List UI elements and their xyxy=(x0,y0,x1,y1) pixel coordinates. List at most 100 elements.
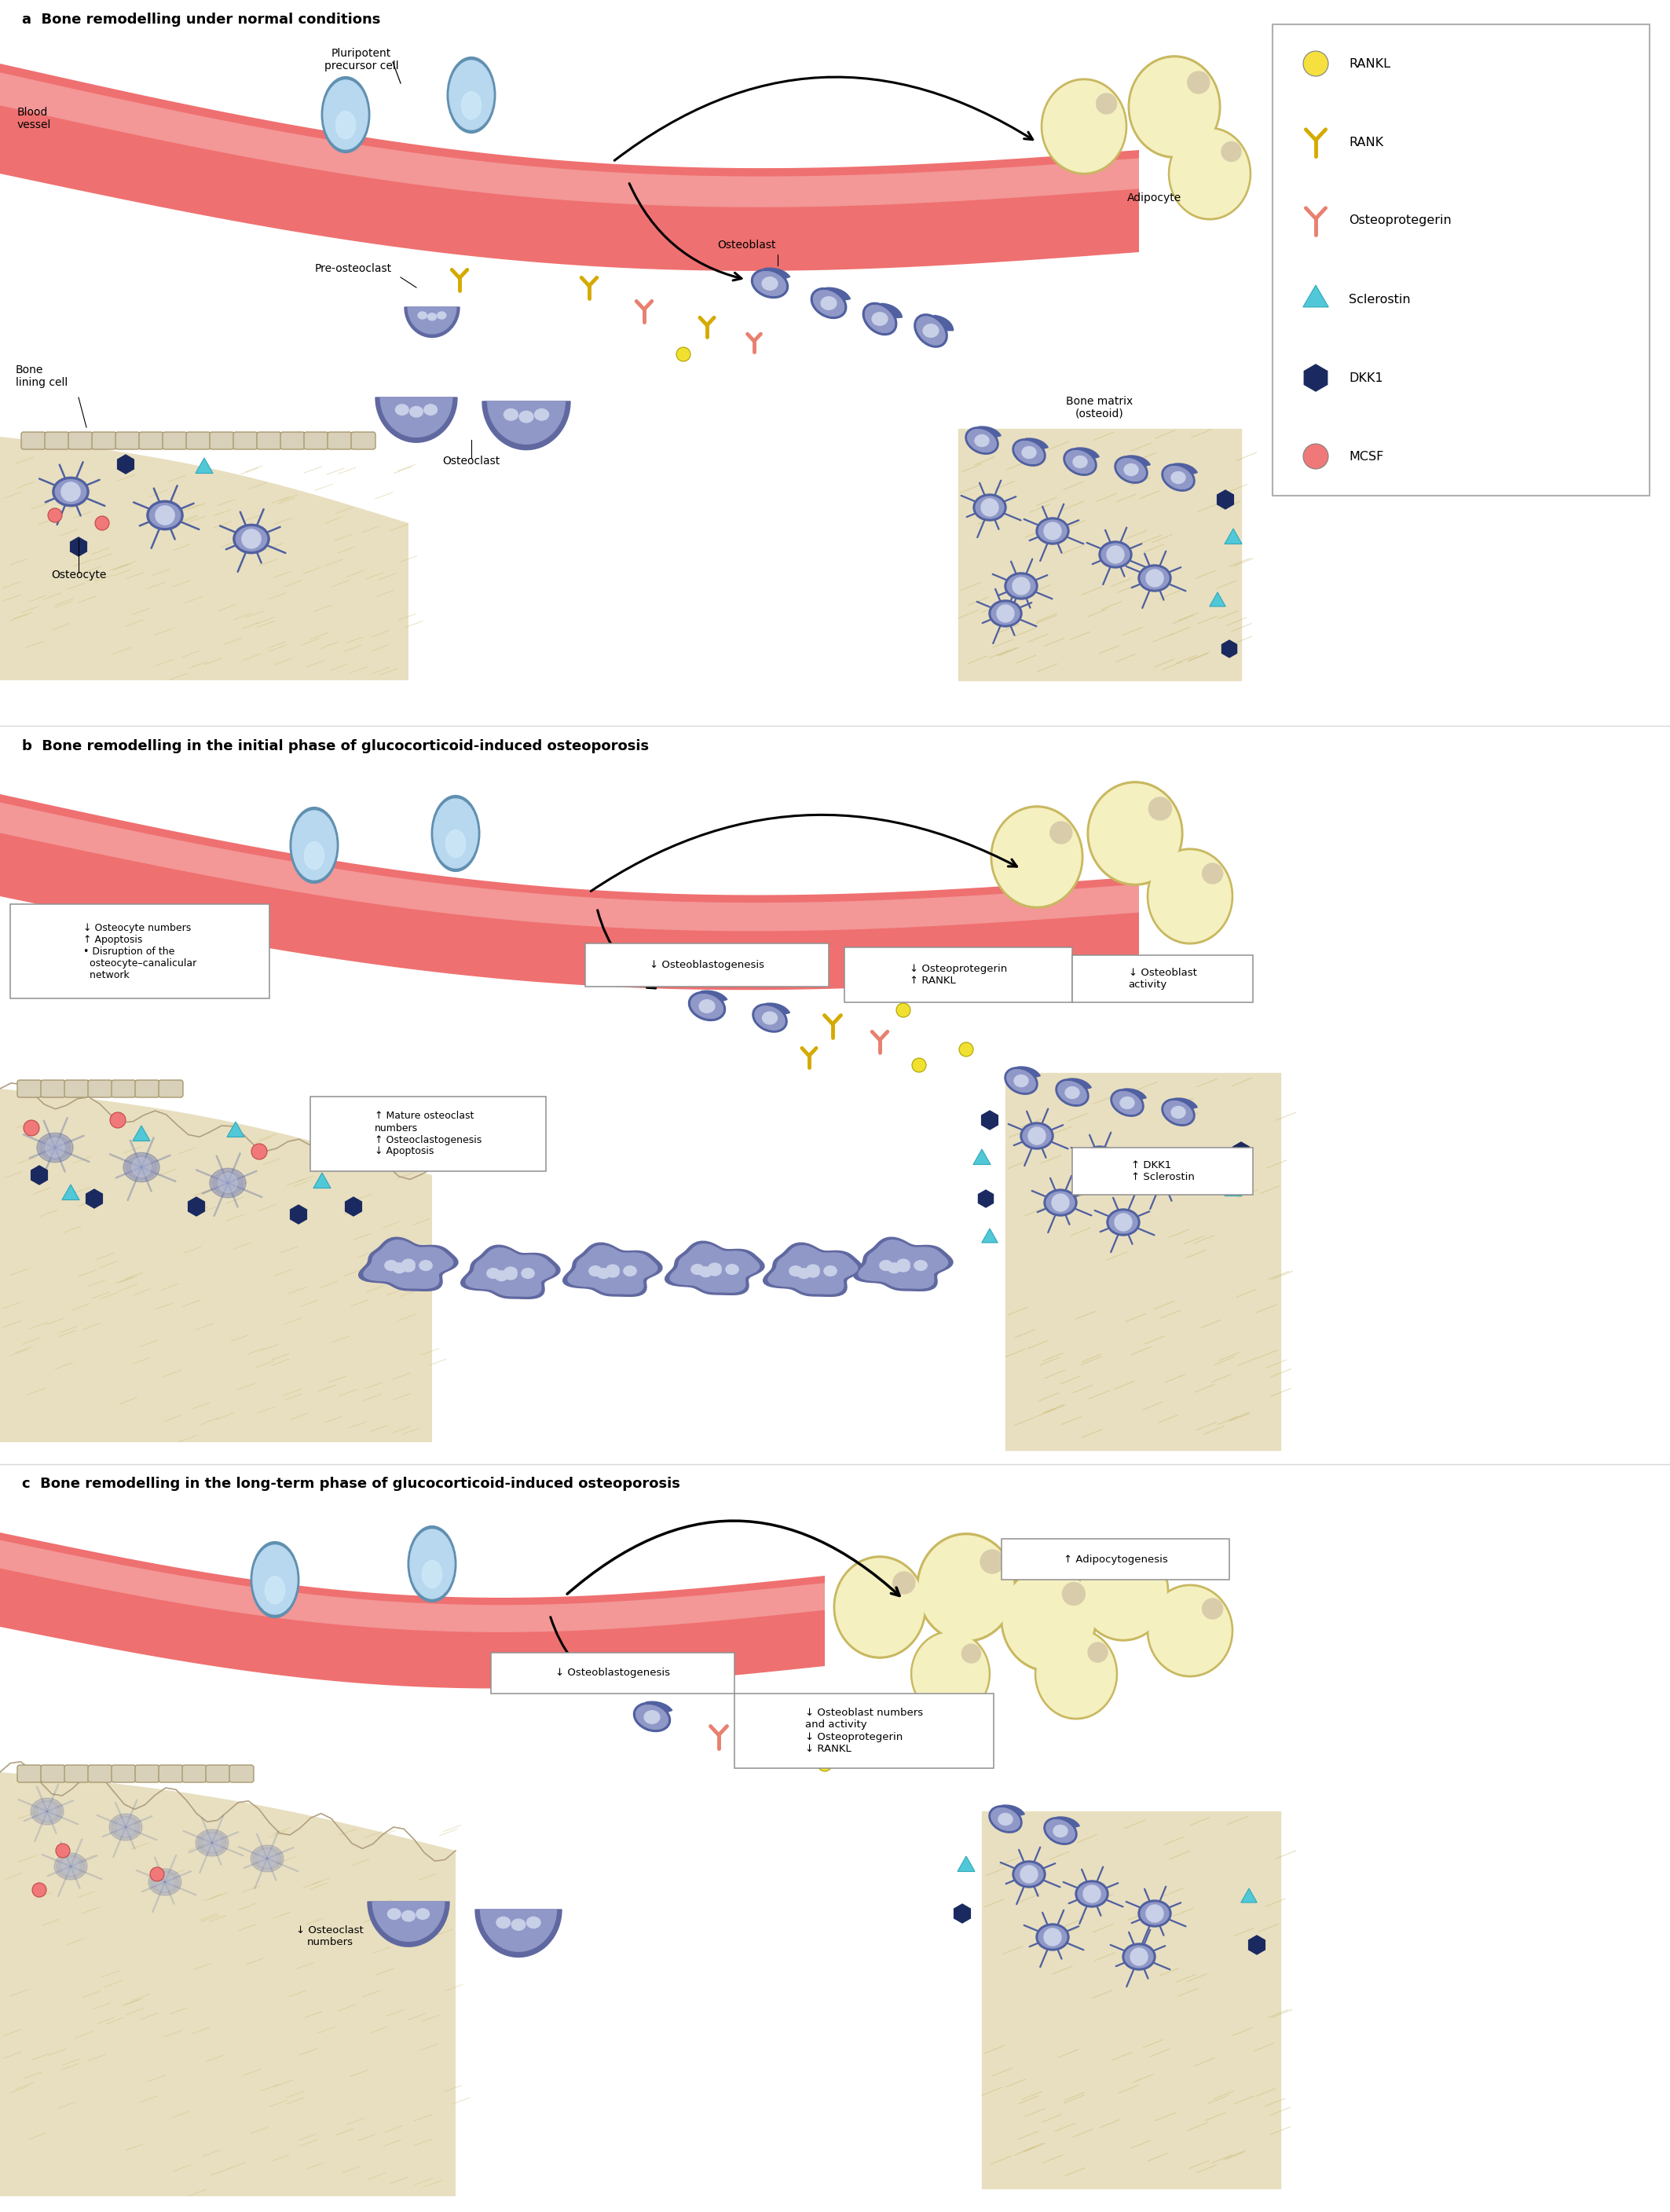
Ellipse shape xyxy=(402,1259,414,1270)
Polygon shape xyxy=(483,400,569,449)
Ellipse shape xyxy=(424,405,438,416)
Ellipse shape xyxy=(812,288,847,319)
Text: c  Bone remodelling in the long-term phase of glucocorticoid-induced osteoporosi: c Bone remodelling in the long-term phas… xyxy=(22,1478,680,1491)
Ellipse shape xyxy=(1055,1079,1089,1106)
Ellipse shape xyxy=(688,991,725,1020)
FancyBboxPatch shape xyxy=(40,1079,65,1097)
Polygon shape xyxy=(407,307,456,334)
Ellipse shape xyxy=(418,312,428,319)
Ellipse shape xyxy=(1162,465,1194,491)
Circle shape xyxy=(1062,1582,1086,1606)
Ellipse shape xyxy=(691,993,723,1018)
Text: ↓ Osteoblast numbers
and activity
↓ Osteoprotegerin
↓ RANKL: ↓ Osteoblast numbers and activity ↓ Oste… xyxy=(805,1708,924,1754)
Circle shape xyxy=(1020,1865,1037,1882)
Ellipse shape xyxy=(250,1845,284,1871)
Ellipse shape xyxy=(304,843,324,869)
Text: MCSF: MCSF xyxy=(1349,451,1383,462)
Ellipse shape xyxy=(1149,1586,1231,1674)
Ellipse shape xyxy=(396,405,409,416)
Ellipse shape xyxy=(423,1559,443,1588)
Ellipse shape xyxy=(1129,55,1221,157)
Circle shape xyxy=(259,1849,276,1867)
Ellipse shape xyxy=(872,312,887,325)
Ellipse shape xyxy=(1064,449,1097,476)
Ellipse shape xyxy=(1146,1166,1179,1192)
Circle shape xyxy=(219,1175,237,1192)
Polygon shape xyxy=(1124,1088,1146,1104)
FancyBboxPatch shape xyxy=(159,1765,184,1783)
Bar xyxy=(959,429,1241,681)
Ellipse shape xyxy=(897,1259,910,1270)
Ellipse shape xyxy=(999,1814,1012,1825)
Ellipse shape xyxy=(989,1805,1022,1834)
Polygon shape xyxy=(563,1243,661,1296)
Polygon shape xyxy=(1241,1889,1258,1902)
Text: Pluripotent
precursor cell: Pluripotent precursor cell xyxy=(324,49,399,71)
Polygon shape xyxy=(1209,593,1226,606)
FancyBboxPatch shape xyxy=(65,1765,89,1783)
Polygon shape xyxy=(359,1237,458,1292)
Ellipse shape xyxy=(880,1261,892,1270)
Circle shape xyxy=(1091,1150,1109,1168)
Ellipse shape xyxy=(434,799,478,867)
Ellipse shape xyxy=(1007,1071,1035,1093)
Circle shape xyxy=(1029,1128,1045,1144)
FancyBboxPatch shape xyxy=(22,431,45,449)
Ellipse shape xyxy=(1037,1630,1116,1717)
Circle shape xyxy=(1107,546,1124,564)
Circle shape xyxy=(1114,1214,1132,1230)
Ellipse shape xyxy=(1012,438,1045,467)
Ellipse shape xyxy=(989,599,1022,626)
FancyBboxPatch shape xyxy=(112,1079,135,1097)
Ellipse shape xyxy=(913,1632,989,1714)
Circle shape xyxy=(1044,522,1060,540)
Circle shape xyxy=(62,482,80,502)
Ellipse shape xyxy=(488,1267,499,1279)
Ellipse shape xyxy=(1122,1944,1156,1971)
Ellipse shape xyxy=(1126,1947,1152,1969)
Ellipse shape xyxy=(1039,520,1067,542)
Circle shape xyxy=(155,507,174,524)
Ellipse shape xyxy=(149,502,180,526)
Ellipse shape xyxy=(496,1918,511,1929)
Circle shape xyxy=(1146,568,1164,586)
Polygon shape xyxy=(763,268,790,283)
Ellipse shape xyxy=(1007,575,1035,597)
Polygon shape xyxy=(763,1243,862,1296)
Text: Osteocyte: Osteocyte xyxy=(50,568,107,580)
Ellipse shape xyxy=(1015,440,1044,465)
Ellipse shape xyxy=(1020,1121,1054,1150)
Polygon shape xyxy=(853,1237,954,1292)
Circle shape xyxy=(1221,142,1241,161)
Ellipse shape xyxy=(1059,1082,1087,1104)
Ellipse shape xyxy=(1000,1566,1097,1672)
Text: ↓ Osteocyte numbers
↑ Apoptosis
• Disruption of the
  osteocyte–canalicular
  ne: ↓ Osteocyte numbers ↑ Apoptosis • Disrup… xyxy=(84,922,197,980)
Polygon shape xyxy=(62,1186,80,1199)
Ellipse shape xyxy=(1004,1568,1094,1670)
Ellipse shape xyxy=(37,1133,73,1161)
FancyBboxPatch shape xyxy=(735,1694,994,1767)
Circle shape xyxy=(110,1113,125,1128)
Ellipse shape xyxy=(1141,566,1169,588)
Ellipse shape xyxy=(1075,1880,1109,1907)
Circle shape xyxy=(117,1818,134,1836)
Text: Bone
lining cell: Bone lining cell xyxy=(15,365,68,387)
Ellipse shape xyxy=(199,1832,225,1854)
Ellipse shape xyxy=(504,1270,518,1279)
Ellipse shape xyxy=(1164,1102,1192,1124)
Polygon shape xyxy=(0,1540,825,1632)
Ellipse shape xyxy=(913,1261,927,1270)
Ellipse shape xyxy=(753,272,785,296)
Ellipse shape xyxy=(752,270,788,299)
Circle shape xyxy=(1154,1170,1171,1188)
Polygon shape xyxy=(364,1241,453,1287)
Text: ↑ DKK1
↑ Sclerostin: ↑ DKK1 ↑ Sclerostin xyxy=(1131,1161,1194,1181)
Ellipse shape xyxy=(57,1856,85,1878)
Polygon shape xyxy=(1222,639,1237,657)
Ellipse shape xyxy=(1012,1860,1045,1887)
Ellipse shape xyxy=(526,1918,541,1929)
Circle shape xyxy=(893,1573,915,1595)
Circle shape xyxy=(1131,1949,1147,1964)
Ellipse shape xyxy=(1077,1542,1169,1641)
Polygon shape xyxy=(982,1110,999,1130)
